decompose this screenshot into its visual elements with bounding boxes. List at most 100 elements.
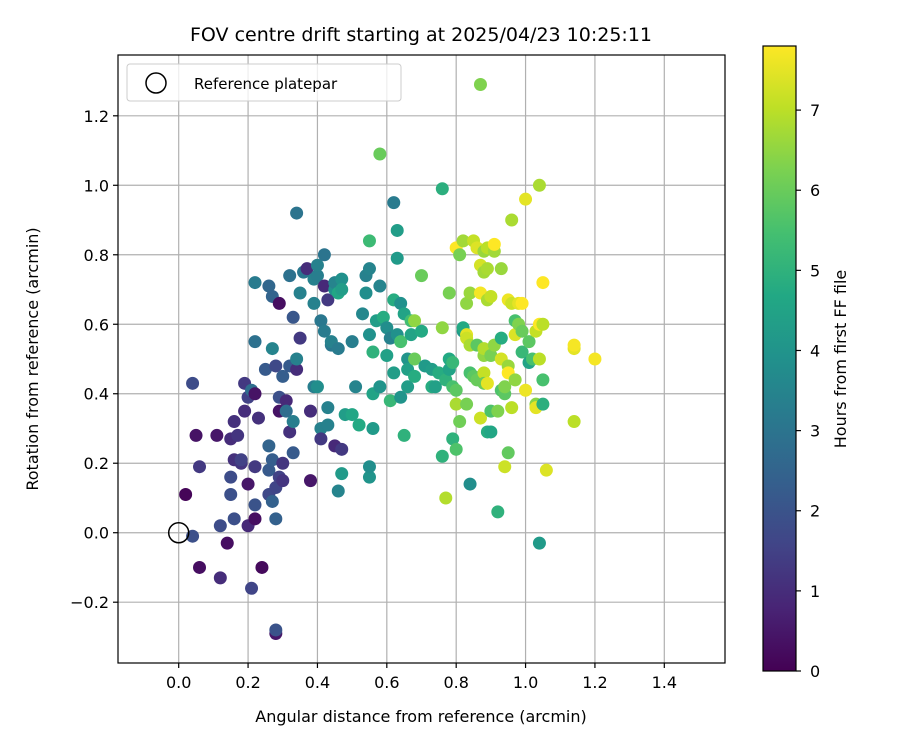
- data-point: [449, 383, 463, 397]
- data-point: [248, 498, 262, 512]
- data-point: [473, 78, 487, 92]
- data-point: [491, 404, 505, 418]
- data-point: [463, 477, 477, 491]
- data-point: [349, 380, 363, 394]
- data-point: [335, 283, 349, 297]
- data-points: [179, 78, 602, 640]
- data-point: [415, 324, 428, 338]
- data-point: [317, 324, 331, 338]
- data-point: [251, 411, 265, 425]
- y-tick-label: 0.0: [84, 524, 109, 543]
- x-tick-label: 0.2: [235, 673, 260, 692]
- data-point: [588, 352, 602, 366]
- data-point: [265, 494, 279, 508]
- data-point: [310, 258, 324, 272]
- data-point: [290, 352, 304, 366]
- data-point: [286, 415, 300, 429]
- data-point: [397, 428, 411, 442]
- data-point: [262, 279, 276, 293]
- data-point: [314, 432, 328, 446]
- data-point: [484, 289, 498, 303]
- data-point: [536, 397, 550, 411]
- data-point: [345, 408, 359, 422]
- data-point: [484, 349, 498, 363]
- data-point: [262, 463, 276, 477]
- data-point: [314, 314, 328, 328]
- data-point: [408, 369, 422, 383]
- colorbar-gradient: [763, 46, 796, 671]
- data-point: [245, 581, 259, 595]
- data-point: [234, 453, 248, 467]
- data-point: [359, 286, 373, 300]
- data-point: [352, 418, 366, 432]
- data-point: [453, 415, 467, 429]
- data-point: [248, 460, 262, 474]
- colorbar-tick-label: 4: [810, 341, 820, 360]
- data-point: [449, 442, 463, 456]
- data-point: [463, 286, 477, 300]
- data-point: [484, 425, 498, 439]
- data-point: [317, 279, 331, 293]
- legend-reference-marker: [145, 72, 167, 94]
- data-point: [290, 362, 304, 376]
- colorbar-tick-label: 7: [810, 101, 820, 120]
- data-point: [394, 296, 408, 310]
- data-point: [532, 178, 546, 192]
- data-point: [179, 487, 193, 501]
- data-point: [394, 390, 408, 404]
- legend-entry-reference: Reference platepar: [194, 75, 338, 93]
- x-tick-label: 0.8: [443, 673, 468, 692]
- y-tick-label: 0.4: [84, 385, 109, 404]
- data-point: [536, 373, 550, 387]
- data-point: [227, 512, 241, 526]
- data-point: [255, 560, 269, 574]
- data-point: [366, 421, 380, 435]
- data-point: [356, 307, 370, 321]
- data-point: [265, 453, 279, 467]
- data-point: [394, 335, 408, 349]
- data-point: [290, 206, 304, 220]
- data-point: [408, 352, 422, 366]
- data-point: [307, 296, 321, 310]
- data-point: [532, 536, 546, 550]
- data-point: [373, 147, 387, 161]
- data-point: [442, 286, 456, 300]
- x-axis-label: Angular distance from reference (arcmin): [255, 707, 586, 726]
- data-point: [283, 425, 297, 439]
- x-tick-label: 0.0: [166, 673, 191, 692]
- data-point: [380, 321, 394, 335]
- y-tick-label: 1.0: [84, 176, 109, 195]
- data-point: [487, 237, 501, 251]
- data-point: [515, 345, 529, 359]
- data-point: [373, 380, 387, 394]
- colorbar-label: Hours from first FF file: [831, 270, 850, 449]
- data-point: [536, 317, 550, 331]
- data-point: [460, 296, 474, 310]
- y-axis-label: Rotation from reference (arcmin): [23, 227, 42, 490]
- data-point: [186, 376, 200, 390]
- data-point: [453, 248, 467, 262]
- data-point: [387, 196, 401, 210]
- x-tick-label: 0.4: [305, 673, 330, 692]
- x-tick-label: 1.0: [513, 673, 538, 692]
- data-point: [293, 331, 307, 345]
- data-point: [304, 404, 318, 418]
- data-point: [460, 397, 474, 411]
- data-point: [317, 248, 331, 262]
- data-point: [276, 456, 290, 470]
- data-point: [331, 484, 345, 498]
- data-point: [248, 276, 262, 290]
- data-point: [491, 505, 505, 519]
- data-point: [220, 536, 234, 550]
- data-point: [401, 380, 415, 394]
- data-point: [262, 439, 276, 453]
- data-point: [539, 463, 553, 477]
- y-axis-ticks: −0.2 0.0 0.2 0.4 0.6 0.8 1.0 1.2: [70, 107, 118, 612]
- data-point: [376, 310, 390, 324]
- data-point: [494, 331, 508, 345]
- data-point: [435, 182, 449, 196]
- colorbar-ticks: 0 1 2 3 4 5 6 7: [796, 101, 820, 681]
- colorbar-tick-label: 2: [810, 502, 820, 521]
- data-point: [477, 366, 491, 380]
- data-point: [269, 359, 283, 373]
